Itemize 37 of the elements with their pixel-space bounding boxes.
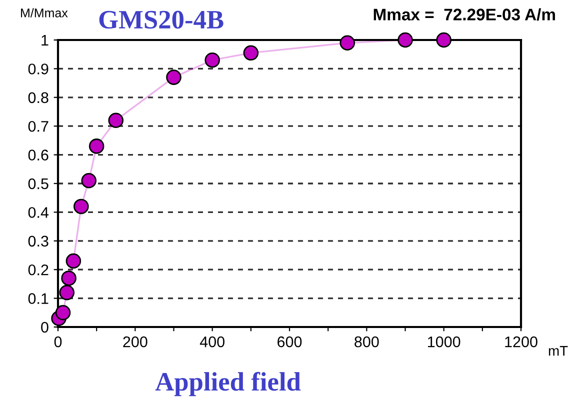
point bbox=[61, 270, 76, 286]
x-tick-label: 0 bbox=[54, 336, 62, 348]
point bbox=[59, 284, 75, 300]
y-tick-label: 0.2 bbox=[28, 264, 48, 276]
x-tick-label: 800 bbox=[354, 336, 379, 348]
y-tick-label: 1 bbox=[42, 35, 48, 46]
x-tick-label: 200 bbox=[123, 336, 148, 348]
y-tick-label: 0.8 bbox=[28, 92, 48, 104]
y-tick-label: 0 bbox=[41, 322, 48, 333]
point bbox=[243, 45, 259, 61]
chart-title: GMS20-4B bbox=[99, 10, 224, 29]
y-tick-label: 0.4 bbox=[28, 207, 49, 218]
y-tick-label: 0.7 bbox=[28, 120, 48, 132]
point bbox=[66, 253, 82, 269]
x-tick-label: 1200 bbox=[505, 336, 538, 348]
y-tick-label: 0.9 bbox=[28, 64, 48, 74]
text: mT bbox=[548, 346, 568, 356]
y-tick-label: 0.5 bbox=[28, 178, 48, 190]
y-tick-label: 0.3 bbox=[28, 236, 48, 247]
x-axis-title: Applied field bbox=[155, 372, 301, 396]
point bbox=[81, 172, 97, 188]
x-tick-label: 1000 bbox=[428, 336, 460, 348]
point bbox=[74, 198, 89, 214]
point bbox=[88, 138, 104, 154]
point bbox=[55, 305, 71, 320]
point bbox=[108, 112, 124, 128]
chart-subtitle: Mmax = 72.29E-03 A/m bbox=[374, 8, 555, 21]
y-tick-label: 0.6 bbox=[28, 150, 48, 160]
point bbox=[398, 32, 413, 48]
y-tick-label: 0.1 bbox=[28, 293, 48, 304]
point bbox=[204, 52, 220, 68]
point bbox=[166, 70, 182, 85]
x-tick-label: 600 bbox=[278, 336, 302, 348]
point bbox=[436, 32, 452, 48]
point bbox=[340, 35, 356, 51]
x-tick-label: 400 bbox=[200, 336, 224, 348]
y-axis-title: M/Mmax bbox=[21, 8, 68, 18]
